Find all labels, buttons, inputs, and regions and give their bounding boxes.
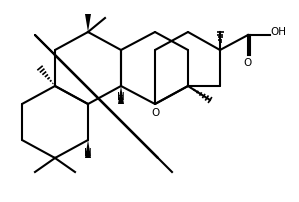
Text: OH: OH <box>270 27 286 37</box>
Text: O: O <box>244 58 252 68</box>
Polygon shape <box>85 140 91 158</box>
Text: O: O <box>151 108 159 118</box>
Text: H: H <box>117 92 125 102</box>
Text: H: H <box>84 148 92 158</box>
Polygon shape <box>85 14 91 32</box>
Polygon shape <box>118 86 124 104</box>
